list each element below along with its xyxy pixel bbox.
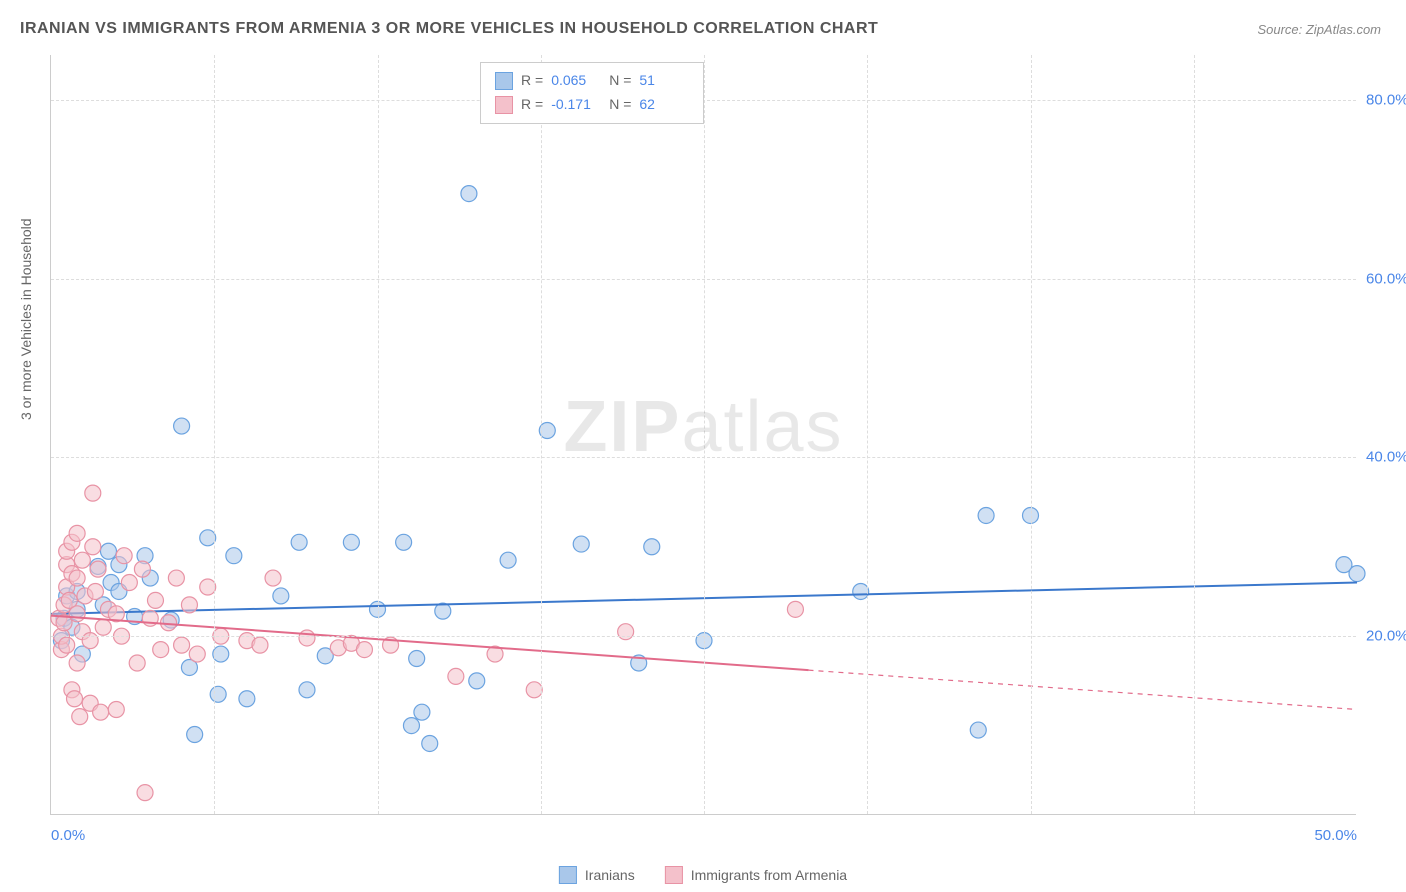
data-point: [82, 633, 98, 649]
data-point: [69, 570, 85, 586]
gridline-vertical: [541, 55, 542, 814]
gridline-vertical: [378, 55, 379, 814]
chart-title: IRANIAN VS IMMIGRANTS FROM ARMENIA 3 OR …: [20, 20, 878, 38]
source-attribution: Source: ZipAtlas.com: [1257, 22, 1381, 37]
data-point: [273, 588, 289, 604]
data-point: [129, 655, 145, 671]
data-point: [500, 552, 516, 568]
data-point: [1349, 566, 1365, 582]
data-point: [174, 418, 190, 434]
legend-n-value: 62: [639, 93, 689, 117]
data-point: [134, 561, 150, 577]
legend-r-label: R =: [521, 69, 543, 93]
trend-line-extrapolated: [808, 670, 1357, 709]
data-point: [69, 606, 85, 622]
data-point: [181, 597, 197, 613]
x-tick-label: 50.0%: [1314, 827, 1357, 844]
data-point: [67, 691, 83, 707]
legend-r-label: R =: [521, 93, 543, 117]
data-point: [189, 646, 205, 662]
y-tick-label: 80.0%: [1366, 91, 1406, 108]
data-point: [618, 624, 634, 640]
legend-stat-row: R = 0.065 N = 51: [495, 69, 689, 93]
data-point: [343, 534, 359, 550]
data-point: [210, 686, 226, 702]
series-legend: Iranians Immigrants from Armenia: [559, 866, 847, 884]
data-point: [573, 536, 589, 552]
y-tick-label: 40.0%: [1366, 449, 1406, 466]
data-point: [108, 701, 124, 717]
legend-swatch: [495, 96, 513, 114]
gridline-vertical: [867, 55, 868, 814]
data-point: [147, 592, 163, 608]
legend-n-value: 51: [639, 69, 689, 93]
data-point: [153, 642, 169, 658]
data-point: [69, 525, 85, 541]
data-point: [87, 583, 103, 599]
data-point: [72, 709, 88, 725]
data-point: [121, 575, 137, 591]
data-point: [403, 718, 419, 734]
data-point: [448, 668, 464, 684]
data-point: [95, 619, 111, 635]
data-point: [461, 186, 477, 202]
data-point: [168, 570, 184, 586]
data-point: [787, 601, 803, 617]
data-point: [356, 642, 372, 658]
y-tick-label: 20.0%: [1366, 628, 1406, 645]
legend-series-label: Iranians: [585, 867, 635, 883]
legend-r-value: -0.171: [551, 93, 601, 117]
legend-stat-row: R = -0.171 N = 62: [495, 93, 689, 117]
data-point: [137, 785, 153, 801]
legend-swatch: [495, 72, 513, 90]
data-point: [299, 682, 315, 698]
correlation-legend: R = 0.065 N = 51 R = -0.171 N = 62: [480, 62, 704, 124]
data-point: [85, 485, 101, 501]
data-point: [93, 704, 109, 720]
legend-r-value: 0.065: [551, 69, 601, 93]
data-point: [414, 704, 430, 720]
gridline-vertical: [214, 55, 215, 814]
y-axis-label: 3 or more Vehicles in Household: [18, 218, 34, 420]
data-point: [469, 673, 485, 689]
legend-series-label: Immigrants from Armenia: [691, 867, 847, 883]
x-tick-label: 0.0%: [51, 827, 85, 844]
data-point: [644, 539, 660, 555]
data-point: [422, 735, 438, 751]
gridline-vertical: [704, 55, 705, 814]
data-point: [85, 539, 101, 555]
y-tick-label: 60.0%: [1366, 270, 1406, 287]
data-point: [396, 534, 412, 550]
data-point: [409, 651, 425, 667]
data-point: [226, 548, 242, 564]
legend-series-item: Iranians: [559, 866, 635, 884]
legend-swatch: [559, 866, 577, 884]
gridline-vertical: [1194, 55, 1195, 814]
data-point: [100, 543, 116, 559]
data-point: [299, 630, 315, 646]
data-point: [59, 637, 75, 653]
data-point: [69, 655, 85, 671]
data-point: [252, 637, 268, 653]
data-point: [970, 722, 986, 738]
chart-plot-area: ZIPatlas 20.0%40.0%60.0%80.0%0.0%50.0%: [50, 55, 1356, 815]
data-point: [265, 570, 281, 586]
data-point: [291, 534, 307, 550]
data-point: [174, 637, 190, 653]
data-point: [116, 548, 132, 564]
data-point: [978, 507, 994, 523]
data-point: [239, 691, 255, 707]
legend-n-label: N =: [609, 69, 631, 93]
data-point: [187, 727, 203, 743]
legend-n-label: N =: [609, 93, 631, 117]
gridline-vertical: [1031, 55, 1032, 814]
data-point: [74, 552, 90, 568]
legend-swatch: [665, 866, 683, 884]
data-point: [90, 561, 106, 577]
legend-series-item: Immigrants from Armenia: [665, 866, 847, 884]
